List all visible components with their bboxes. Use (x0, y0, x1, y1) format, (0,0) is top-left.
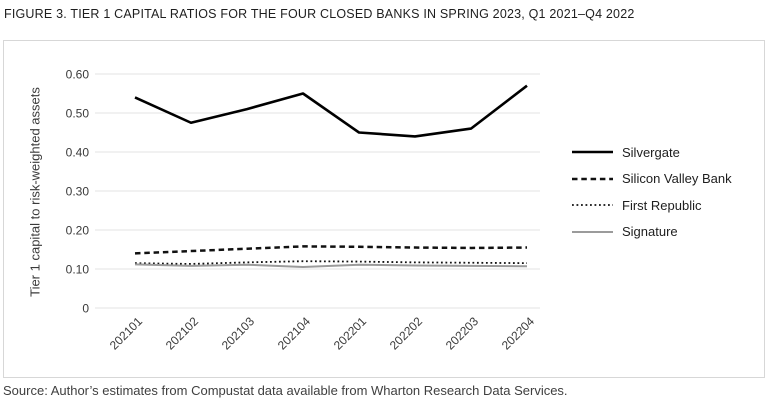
legend-item: Signature (572, 219, 732, 246)
legend-item: Silicon Valley Bank (572, 166, 732, 193)
y-axis-tick-label: 0 (82, 302, 89, 316)
legend-line-sample (572, 150, 613, 154)
y-axis-tick-label: 0.10 (66, 263, 90, 277)
figure-title: FIGURE 3. TIER 1 CAPITAL RATIOS FOR THE … (4, 7, 635, 21)
y-axis-tick-label: 0.50 (66, 107, 90, 121)
legend-item: Silvergate (572, 139, 732, 166)
x-axis-tick-label: 202204 (499, 314, 537, 352)
series-line-first-republic (134, 260, 528, 265)
x-axis-tick-label: 202203 (443, 314, 481, 352)
series-line-silicon-valley-bank (134, 245, 528, 255)
source-note: Source: Author’s estimates from Compusta… (3, 383, 568, 398)
x-axis-tick-label: 202101 (107, 314, 145, 352)
legend-line-sample (572, 230, 613, 233)
x-axis-tick-label: 202202 (387, 314, 425, 352)
legend-label: Signature (622, 224, 678, 240)
x-axis-tick-label: 202102 (163, 314, 201, 352)
legend-label: First Republic (622, 197, 702, 213)
chart-panel (3, 40, 765, 378)
legend-line-sample (572, 204, 613, 207)
legend-label: Silicon Valley Bank (622, 171, 732, 187)
series-line-signature (134, 263, 528, 269)
y-axis-tick-label: 0.40 (66, 146, 90, 160)
series-line-silvergate (134, 84, 528, 138)
legend-line-sample (572, 177, 613, 180)
x-axis-tick-label: 202201 (331, 314, 369, 352)
legend-item: First Republic (572, 192, 732, 219)
legend-label: Silvergate (622, 144, 680, 160)
y-axis-tick-label: 0.30 (66, 185, 90, 199)
y-axis-title: Tier 1 capital to risk-weighted assets (27, 87, 43, 297)
y-axis-tick-label: 0.20 (66, 224, 90, 238)
chart-legend: Silvergate Silicon Valley Bank First Repub… (572, 139, 732, 245)
x-axis-tick-label: 202103 (219, 314, 257, 352)
x-axis-tick-label: 202104 (275, 314, 313, 352)
y-axis-tick-label: 0.60 (66, 68, 90, 82)
